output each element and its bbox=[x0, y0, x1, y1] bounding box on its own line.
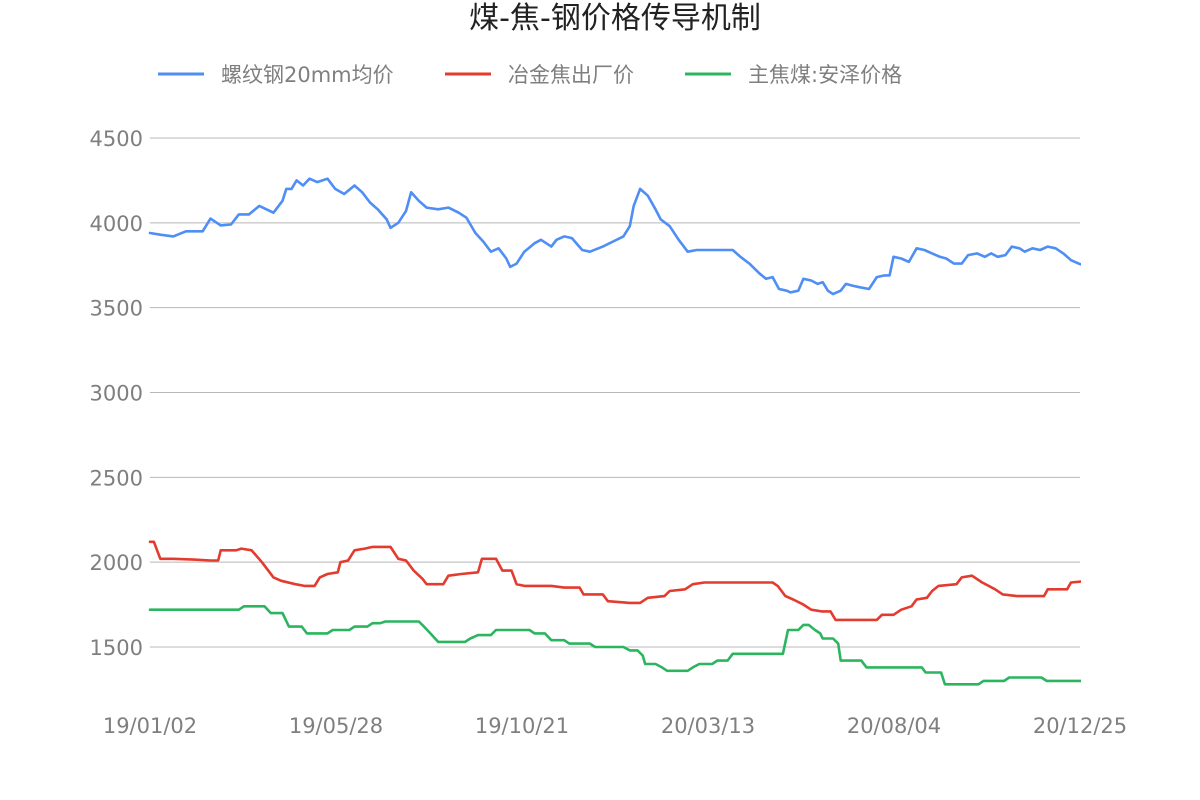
chart-title: 煤-焦-钢价格传导机制 bbox=[469, 1, 761, 36]
series-line-1 bbox=[148, 177, 1081, 296]
y-tick-label: 3500 bbox=[90, 297, 143, 321]
x-tick-label: 20/08/04 bbox=[847, 714, 941, 738]
y-tick-label: 3000 bbox=[90, 382, 143, 406]
x-tick-label: 20/03/13 bbox=[661, 714, 755, 738]
legend-label: 主焦煤:安泽价格 bbox=[748, 63, 902, 87]
y-axis: 1500 2000 2500 3000 3500 4000 4500 bbox=[90, 127, 143, 660]
y-tick-label: 2000 bbox=[90, 551, 143, 575]
gridlines bbox=[150, 137, 1080, 648]
plot-area bbox=[148, 177, 1081, 686]
x-axis: 19/01/02 19/05/28 19/10/21 20/03/13 20/08/04… bbox=[103, 714, 1127, 738]
legend-label: 冶金焦出厂价 bbox=[508, 63, 634, 87]
legend: 螺纹钢20mm均价 冶金焦出厂价 主焦煤:安泽价格 bbox=[158, 63, 902, 87]
y-tick-label: 4500 bbox=[90, 127, 143, 151]
y-tick-label: 1500 bbox=[90, 636, 143, 660]
x-tick-label: 19/05/28 bbox=[289, 714, 383, 738]
legend-item-3: 主焦煤:安泽价格 bbox=[685, 63, 902, 87]
x-tick-label: 19/01/02 bbox=[103, 714, 197, 738]
legend-item-1: 螺纹钢20mm均价 bbox=[158, 63, 394, 87]
x-tick-label: 19/10/21 bbox=[475, 714, 569, 738]
legend-item-2: 冶金焦出厂价 bbox=[445, 63, 634, 87]
y-tick-label: 2500 bbox=[90, 466, 143, 490]
series-line-3 bbox=[148, 605, 1081, 686]
series-line-2 bbox=[148, 540, 1081, 622]
y-tick-label: 4000 bbox=[90, 212, 143, 236]
legend-label: 螺纹钢20mm均价 bbox=[221, 63, 394, 87]
x-tick-label: 20/12/25 bbox=[1033, 714, 1127, 738]
